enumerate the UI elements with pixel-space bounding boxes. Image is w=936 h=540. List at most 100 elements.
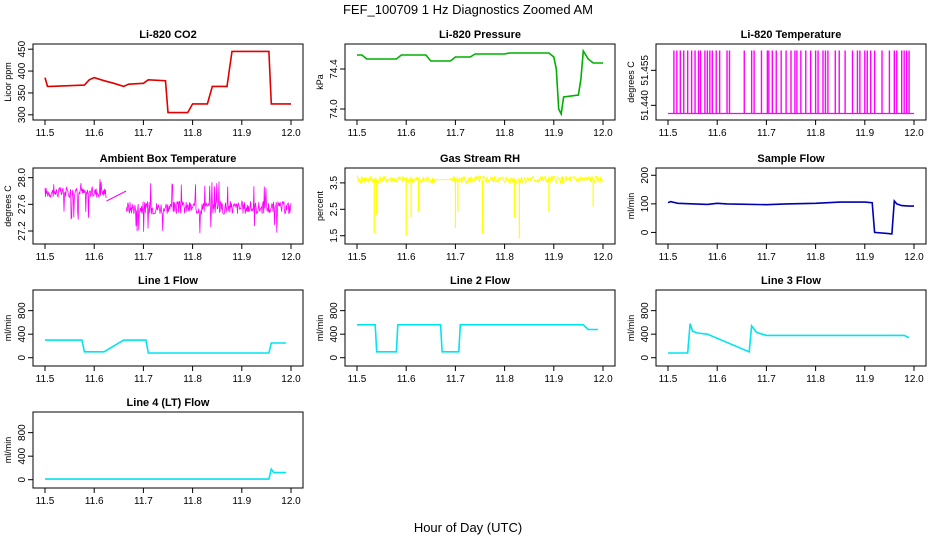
y-tick-label: 0 bbox=[17, 354, 28, 360]
panel-li820_temp: Li-820 Temperature 11.5 11.6 11.7 11.8 11.9 12… bbox=[626, 29, 927, 139]
x-tick-label: 11.8 bbox=[183, 128, 202, 139]
plot-frame bbox=[32, 289, 304, 367]
x-tick-label: 11.7 bbox=[757, 252, 776, 263]
panel-line1: Line 1 Flow 11.5 11.6 11.7 11.8 11.9 12.0 0 400 8… bbox=[3, 275, 304, 385]
y-tick-label: 400 bbox=[17, 325, 28, 342]
x-tick-label: 11.9 bbox=[855, 128, 874, 139]
y-tick-label: 1.5 bbox=[329, 228, 340, 242]
plot-frame bbox=[32, 167, 304, 245]
plot-frame bbox=[344, 167, 616, 245]
y-tick-label: 100 bbox=[640, 195, 651, 212]
plot-frame bbox=[32, 43, 304, 121]
x-tick-label: 11.5 bbox=[36, 496, 55, 507]
y-tick-label: 27.6 bbox=[17, 194, 28, 214]
x-tick-label: 11.5 bbox=[348, 128, 367, 139]
panel-title: Li-820 CO2 bbox=[139, 29, 196, 41]
series-line bbox=[45, 467, 287, 480]
y-axis-label: percent bbox=[315, 190, 325, 221]
x-tick-label: 11.6 bbox=[397, 252, 416, 263]
x-tick-label: 11.9 bbox=[232, 374, 251, 385]
x-tick-label: 11.9 bbox=[232, 252, 251, 263]
series-line bbox=[44, 50, 291, 114]
x-tick-label: 12.0 bbox=[281, 496, 301, 507]
series-line bbox=[357, 48, 603, 117]
y-tick-label: 200 bbox=[640, 167, 651, 184]
x-tick-label: 11.5 bbox=[348, 374, 367, 385]
series-gap-line bbox=[106, 190, 127, 202]
series-line bbox=[44, 179, 107, 220]
plot-frame bbox=[655, 167, 927, 245]
y-axis-label: Licor ppm bbox=[3, 62, 13, 102]
y-axis-label: degrees C bbox=[3, 185, 13, 227]
y-tick-label: 450 bbox=[17, 40, 28, 57]
x-tick-label: 11.6 bbox=[708, 252, 727, 263]
x-tick-label: 11.7 bbox=[446, 128, 465, 139]
panels: Li-820 CO2 11.5 11.6 11.7 11.8 11.9 12.0 300 350… bbox=[3, 29, 927, 507]
x-tick-label: 12.0 bbox=[593, 128, 613, 139]
x-tick-label: 11.6 bbox=[708, 128, 727, 139]
x-tick-label: 11.6 bbox=[397, 374, 416, 385]
y-tick-label: 350 bbox=[17, 84, 28, 101]
plot-frame bbox=[655, 43, 927, 121]
plot-frame bbox=[344, 289, 616, 367]
x-tick-label: 11.5 bbox=[348, 252, 367, 263]
series-line bbox=[667, 199, 914, 235]
y-tick-label: 74.0 bbox=[329, 99, 340, 119]
x-tick-label: 11.8 bbox=[495, 128, 514, 139]
y-axis-label: degrees C bbox=[626, 61, 636, 103]
y-axis-label: ml/min bbox=[626, 193, 636, 220]
x-tick-label: 11.8 bbox=[806, 128, 825, 139]
panel-title: Line 2 Flow bbox=[450, 275, 510, 287]
y-tick-label: 0 bbox=[329, 354, 340, 360]
x-tick-label: 11.9 bbox=[232, 128, 251, 139]
panel-line2: Line 2 Flow 11.5 11.6 11.7 11.8 11.9 12.0 0 400 8… bbox=[315, 275, 616, 385]
series-line bbox=[45, 339, 287, 354]
panel-title: Sample Flow bbox=[757, 153, 825, 165]
y-tick-label: 0 bbox=[640, 354, 651, 360]
x-tick-label: 12.0 bbox=[281, 374, 301, 385]
figure-xlabel: Hour of Day (UTC) bbox=[414, 520, 522, 535]
figure-title: FEF_100709 1 Hz Diagnostics Zoomed AM bbox=[343, 2, 593, 17]
x-tick-label: 11.7 bbox=[757, 128, 776, 139]
y-tick-label: 400 bbox=[17, 447, 28, 464]
x-tick-label: 12.0 bbox=[593, 252, 613, 263]
x-tick-label: 11.8 bbox=[183, 496, 202, 507]
panel-pressure: Li-820 Pressure 11.5 11.6 11.7 11.8 11.9 12.0 7… bbox=[315, 29, 616, 139]
x-tick-label: 11.9 bbox=[544, 252, 563, 263]
x-tick-label: 12.0 bbox=[904, 374, 924, 385]
y-tick-label: 51.440 bbox=[640, 90, 651, 121]
x-tick-label: 12.0 bbox=[593, 374, 613, 385]
panel-title: Line 4 (LT) Flow bbox=[127, 397, 210, 409]
x-tick-label: 11.5 bbox=[659, 128, 678, 139]
x-tick-label: 11.6 bbox=[708, 374, 727, 385]
panel-title: Li-820 Temperature bbox=[741, 29, 842, 41]
x-tick-label: 11.5 bbox=[36, 252, 55, 263]
y-tick-label: 300 bbox=[17, 106, 28, 123]
panel-box_temp: Ambient Box Temperature 11.5 11.6 11.7 11.8 1… bbox=[3, 153, 304, 263]
x-tick-label: 11.5 bbox=[659, 252, 678, 263]
x-tick-label: 11.6 bbox=[85, 496, 104, 507]
y-tick-label: 400 bbox=[640, 325, 651, 342]
x-tick-label: 12.0 bbox=[281, 252, 301, 263]
x-tick-label: 11.7 bbox=[757, 374, 776, 385]
series-line bbox=[356, 174, 604, 185]
series-line bbox=[357, 323, 599, 353]
panel-title: Line 1 Flow bbox=[138, 275, 198, 287]
x-tick-label: 11.8 bbox=[806, 374, 825, 385]
series-line bbox=[668, 323, 910, 354]
panel-rh: Gas Stream RH 11.5 11.6 11.7 11.8 11.9 12.0 1.5… bbox=[315, 153, 616, 263]
panel-line3: Line 3 Flow 11.5 11.6 11.7 11.8 11.9 12.0 0 400 8… bbox=[626, 275, 927, 385]
y-tick-label: 2.5 bbox=[329, 202, 340, 216]
y-tick-label: 0 bbox=[640, 229, 651, 235]
x-tick-label: 11.6 bbox=[85, 128, 104, 139]
x-tick-label: 12.0 bbox=[281, 128, 301, 139]
x-tick-label: 11.5 bbox=[36, 374, 55, 385]
x-tick-label: 11.7 bbox=[446, 374, 465, 385]
plot-frame bbox=[32, 411, 304, 489]
x-tick-label: 11.6 bbox=[85, 252, 104, 263]
y-tick-label: 800 bbox=[640, 302, 651, 319]
x-tick-label: 11.6 bbox=[397, 128, 416, 139]
panel-title: Li-820 Pressure bbox=[439, 29, 521, 41]
panel-line4: Line 4 (LT) Flow 11.5 11.6 11.7 11.8 11.9 12.0… bbox=[3, 397, 304, 507]
